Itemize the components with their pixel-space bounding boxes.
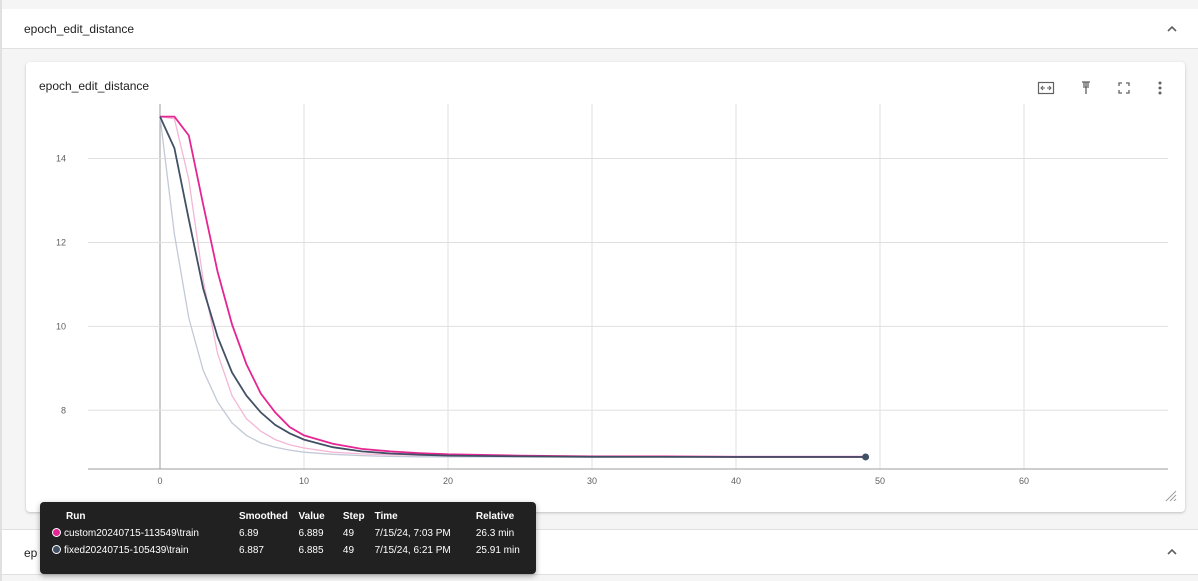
chevron-up-icon[interactable] <box>1164 21 1180 37</box>
hover-point <box>862 453 870 461</box>
tooltip-row: custom20240715-113549\train 6.89 6.889 4… <box>48 525 536 542</box>
pin-icon[interactable] <box>1076 78 1096 98</box>
run-color-swatch <box>52 528 61 537</box>
x-tick-label: 10 <box>299 476 309 486</box>
header-run: Run <box>66 511 86 522</box>
series-raw-line <box>159 115 866 458</box>
y-tick-label: 8 <box>61 405 66 415</box>
header-relative: Relative <box>475 511 515 522</box>
y-tick-label: 10 <box>56 321 66 331</box>
value-cell: 6.889 <box>298 528 324 539</box>
series-smoothed-line <box>159 116 866 458</box>
hover-tooltip: Run Smoothed Value Step Time Relative cu… <box>40 502 536 574</box>
chart-card: epoch_edit_distance 0 10 20 30 40 50 60 8 10 12 14 <box>26 62 1185 512</box>
resize-handle-icon[interactable] <box>1163 488 1177 502</box>
chevron-up-icon[interactable] <box>1164 544 1180 560</box>
run-cell: custom20240715-113549\train <box>48 525 235 542</box>
smoothed-cell: 6.89 <box>238 528 259 539</box>
fullscreen-icon[interactable] <box>1114 78 1134 98</box>
y-tick-label: 14 <box>56 154 66 164</box>
value-cell: 6.885 <box>298 545 324 556</box>
time-cell: 7/15/24, 6:21 PM <box>374 545 451 556</box>
card-title: epoch_edit_distance <box>39 79 150 93</box>
section-header-top[interactable]: epoch_edit_distance <box>2 9 1198 49</box>
line-chart[interactable]: 0 10 20 30 40 50 60 8 10 12 14 <box>26 62 1185 512</box>
relative-cell: 25.91 min <box>475 545 520 556</box>
smoothed-cell: 6.887 <box>238 545 264 556</box>
header-smoothed: Smoothed <box>238 511 288 522</box>
run-color-swatch <box>52 545 61 554</box>
run-name: fixed20240715-105439\train <box>64 545 189 556</box>
relative-cell: 26.3 min <box>475 528 515 539</box>
x-tick-label: 30 <box>587 476 597 486</box>
section-title: epoch_edit_distance <box>24 22 135 36</box>
header-step: Step <box>342 511 365 522</box>
more-vert-icon[interactable] <box>1150 78 1170 98</box>
header-value: Value <box>298 511 325 522</box>
step-cell: 49 <box>342 528 355 539</box>
y-tick-label: 12 <box>56 237 66 247</box>
fit-domain-icon[interactable] <box>1036 78 1056 98</box>
series-smoothed-line <box>160 115 866 458</box>
x-tick-label: 40 <box>731 476 741 486</box>
tooltip-table: Run Smoothed Value Step Time Relative cu… <box>48 508 536 559</box>
header-time: Time <box>374 511 398 522</box>
x-tick-label: 20 <box>443 476 453 486</box>
run-cell: fixed20240715-105439\train <box>48 542 235 559</box>
x-tick-label: 0 <box>157 476 162 486</box>
time-cell: 7/15/24, 7:03 PM <box>374 528 451 539</box>
step-cell: 49 <box>342 545 355 556</box>
x-tick-label: 60 <box>1019 476 1029 486</box>
x-tick-label: 50 <box>875 476 885 486</box>
tooltip-row: fixed20240715-105439\train 6.887 6.885 4… <box>48 542 536 559</box>
left-divider <box>0 0 2 581</box>
series-raw-line <box>159 116 866 458</box>
section-title: ep <box>24 546 38 560</box>
run-name: custom20240715-113549\train <box>64 528 199 539</box>
